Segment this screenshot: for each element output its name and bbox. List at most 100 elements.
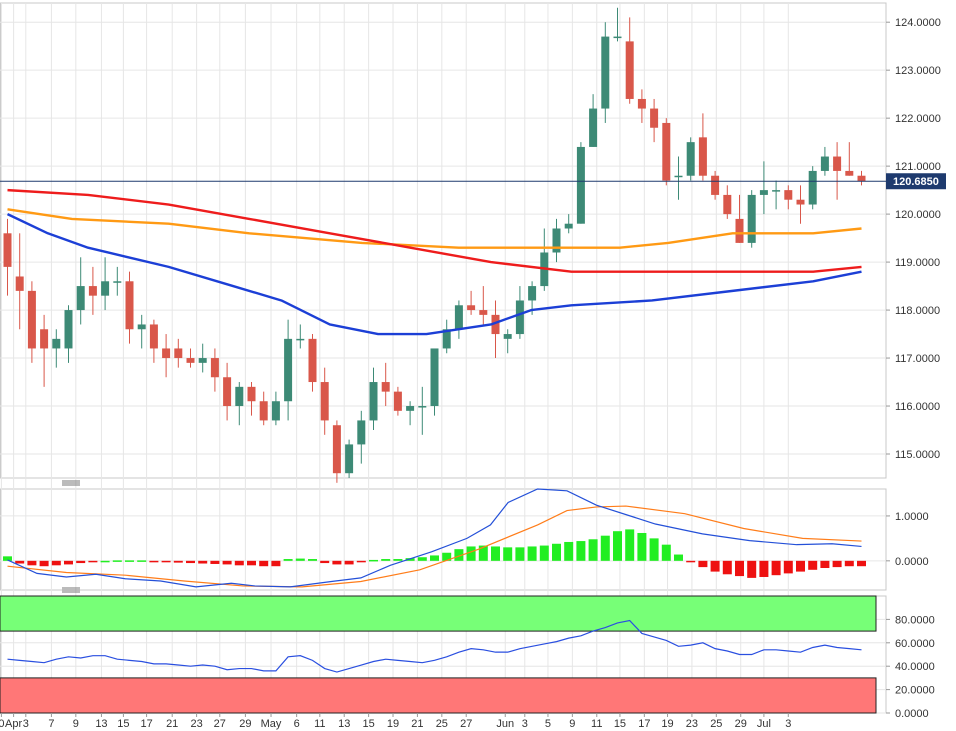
- candle[interactable]: [430, 348, 439, 416]
- candle[interactable]: [137, 314, 146, 349]
- x-tick-label: 17: [638, 718, 650, 730]
- x-tick-label: 27: [214, 718, 226, 730]
- candle[interactable]: [820, 146, 829, 176]
- candle[interactable]: [601, 22, 610, 123]
- macd-histogram-bar-negative: [857, 560, 866, 567]
- candle[interactable]: [52, 329, 61, 368]
- candle[interactable]: [857, 170, 866, 186]
- rsi-tick-label: 20.0000: [895, 685, 935, 697]
- candle[interactable]: [101, 257, 110, 311]
- x-tick-label: 21: [411, 718, 423, 730]
- candle[interactable]: [27, 281, 36, 363]
- candle[interactable]: [625, 17, 634, 104]
- candle[interactable]: [113, 266, 122, 296]
- candle[interactable]: [747, 190, 756, 248]
- candle[interactable]: [467, 290, 476, 315]
- bullish-candle-body: [747, 194, 756, 243]
- candle[interactable]: [759, 161, 768, 215]
- candle[interactable]: [454, 300, 463, 339]
- candle[interactable]: [515, 286, 524, 339]
- candle[interactable]: [491, 300, 500, 359]
- candle[interactable]: [613, 7, 622, 42]
- bearish-candle-body: [650, 108, 659, 128]
- candle[interactable]: [662, 118, 671, 186]
- candle[interactable]: [406, 401, 415, 426]
- candle[interactable]: [833, 142, 842, 200]
- bullish-candle-body: [271, 401, 280, 421]
- candle[interactable]: [650, 98, 659, 143]
- macd-histogram-bar-positive: [478, 545, 488, 561]
- candle[interactable]: [271, 391, 280, 426]
- candle[interactable]: [88, 266, 97, 315]
- candle[interactable]: [784, 185, 793, 210]
- price-panel[interactable]: [0, 7, 886, 483]
- candle[interactable]: [162, 334, 171, 378]
- macd-histogram-bar-negative: [332, 560, 342, 565]
- candle[interactable]: [320, 367, 329, 435]
- candle[interactable]: [393, 386, 402, 416]
- candle[interactable]: [711, 170, 720, 200]
- moving-average-line-3: [7, 188, 862, 273]
- x-tick-label: 23: [686, 718, 698, 730]
- candle[interactable]: [186, 348, 195, 368]
- x-tick-label: 3: [23, 718, 29, 730]
- candle[interactable]: [40, 314, 49, 387]
- last-price-tag-background: [886, 173, 946, 190]
- candle[interactable]: [296, 324, 305, 349]
- candle[interactable]: [247, 382, 256, 416]
- bullish-candle-body: [808, 170, 817, 205]
- macd-histogram-bar-negative: [234, 560, 244, 566]
- candle[interactable]: [3, 218, 12, 296]
- candle[interactable]: [479, 286, 488, 325]
- candle[interactable]: [540, 228, 549, 291]
- candle[interactable]: [64, 305, 73, 363]
- bearish-candle-body: [40, 329, 49, 349]
- candle[interactable]: [174, 338, 183, 368]
- candle[interactable]: [357, 410, 366, 464]
- candle[interactable]: [210, 348, 219, 392]
- candle[interactable]: [637, 89, 646, 123]
- candle[interactable]: [442, 319, 451, 354]
- macd-histogram-bar-positive: [137, 560, 147, 562]
- candle[interactable]: [259, 391, 268, 426]
- candle[interactable]: [698, 113, 707, 181]
- candle[interactable]: [149, 319, 158, 363]
- candle[interactable]: [284, 319, 293, 421]
- candle[interactable]: [796, 185, 805, 224]
- candle[interactable]: [308, 334, 317, 392]
- candle[interactable]: [198, 343, 207, 373]
- candle[interactable]: [735, 194, 744, 243]
- candle[interactable]: [589, 94, 598, 147]
- candle[interactable]: [223, 362, 232, 421]
- macd-histogram-bar-negative: [844, 560, 854, 567]
- candle[interactable]: [369, 367, 378, 431]
- candle[interactable]: [845, 142, 854, 176]
- candle[interactable]: [381, 362, 390, 407]
- bearish-candle-body: [149, 324, 158, 349]
- candle[interactable]: [345, 439, 354, 478]
- candle[interactable]: [76, 257, 85, 325]
- candle[interactable]: [808, 166, 817, 210]
- candle[interactable]: [15, 233, 24, 330]
- macd-histogram-bar-positive: [283, 559, 293, 561]
- candle[interactable]: [772, 180, 781, 210]
- rsi-line: [7, 619, 862, 673]
- bullish-candle-body: [430, 348, 439, 407]
- panel-border-0: [0, 2, 887, 479]
- candle[interactable]: [723, 185, 732, 219]
- rsi-panel[interactable]: [0, 595, 877, 714]
- candle[interactable]: [418, 386, 427, 435]
- macd-histogram-bar-positive: [625, 529, 635, 561]
- candle[interactable]: [332, 420, 341, 483]
- macd-panel[interactable]: [3, 488, 866, 588]
- candle[interactable]: [576, 142, 585, 224]
- candle[interactable]: [686, 137, 695, 181]
- candle[interactable]: [125, 271, 134, 344]
- candle[interactable]: [503, 329, 512, 354]
- macd-histogram-bar-negative: [710, 560, 720, 572]
- candle[interactable]: [552, 218, 561, 263]
- candle[interactable]: [235, 382, 244, 426]
- candle[interactable]: [564, 214, 573, 234]
- candle[interactable]: [674, 156, 683, 200]
